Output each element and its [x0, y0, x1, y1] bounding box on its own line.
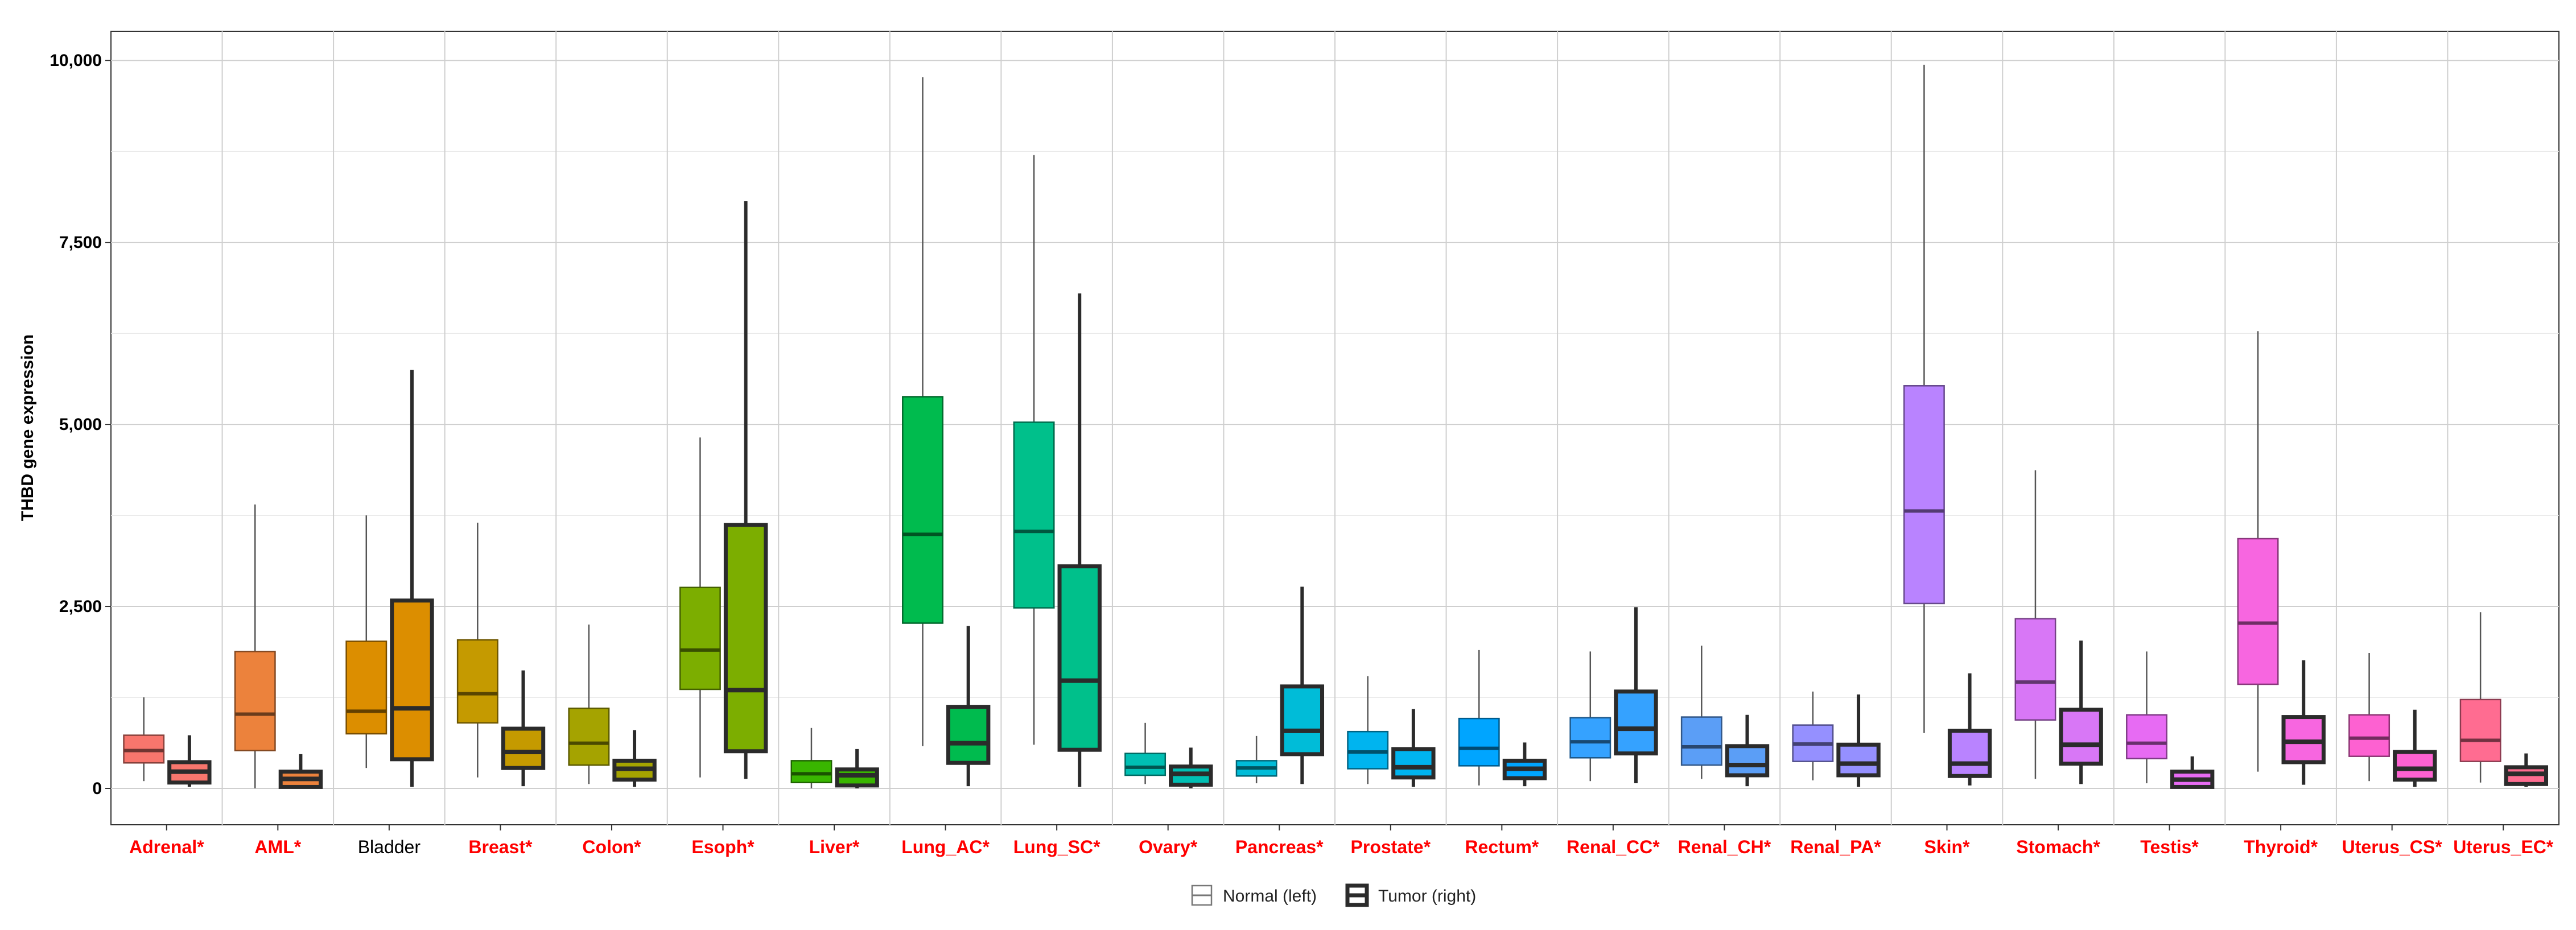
iqr-box	[1680, 716, 1722, 766]
x-tick-label: Liver*	[809, 837, 860, 857]
x-tick-label: Prostate*	[1351, 837, 1431, 857]
category-group	[345, 370, 434, 787]
legend-label-tumor: Tumor (right)	[1378, 887, 1476, 906]
category-group	[2014, 470, 2103, 784]
iqr-box	[1391, 747, 1436, 780]
legend: Normal (left) Tumor (right)	[1191, 883, 1476, 907]
x-tick-label: Renal_CC*	[1567, 837, 1660, 857]
x-tick-label: Skin*	[1924, 837, 1970, 857]
iqr-box	[234, 651, 276, 751]
iqr-box	[679, 586, 721, 691]
iqr-box	[2459, 698, 2501, 762]
x-tick-label: Bladder	[358, 837, 421, 857]
x-tick-label: Testis*	[2140, 837, 2199, 857]
iqr-box	[902, 396, 943, 624]
iqr-box	[1280, 684, 1325, 757]
x-tick-label: Adrenal*	[129, 837, 204, 857]
iqr-box	[1836, 742, 1881, 778]
iqr-box	[1903, 385, 1945, 605]
category-group	[2459, 612, 2549, 787]
y-axis: 0 2,500 5,000 7,500 10,000	[50, 51, 111, 798]
category-group	[456, 522, 546, 787]
x-tick-label: Breast*	[468, 837, 533, 857]
category-group	[2126, 651, 2215, 789]
category-group	[1792, 691, 1881, 787]
iqr-box	[568, 707, 610, 766]
x-tick-label: Pancreas*	[1235, 837, 1324, 857]
iqr-box	[946, 705, 991, 765]
category-group	[2237, 331, 2326, 785]
iqr-box	[1013, 421, 1055, 609]
category-group	[2348, 652, 2437, 787]
x-tick-label: Rectum*	[1465, 837, 1539, 857]
iqr-box	[1458, 717, 1500, 767]
category-group	[1013, 155, 1102, 787]
iqr-box	[345, 640, 388, 735]
iqr-box	[2126, 714, 2167, 759]
category-group	[123, 697, 212, 787]
iqr-box	[2014, 618, 2056, 721]
iqr-box	[1057, 564, 1102, 752]
category-group	[1235, 586, 1325, 784]
category-group	[1903, 64, 1992, 786]
category-group	[1347, 676, 1436, 787]
category-group	[568, 625, 657, 787]
iqr-box	[1569, 717, 1611, 759]
y-tick-label: 0	[92, 779, 102, 798]
iqr-box	[2393, 750, 2437, 782]
category-group	[1458, 650, 1547, 787]
category-group	[1124, 722, 1213, 789]
category-group	[1569, 607, 1658, 784]
iqr-box	[723, 523, 768, 754]
y-tick-label: 2,500	[59, 597, 102, 616]
x-tick-label: Renal_CH*	[1678, 837, 1771, 857]
legend-key-normal	[1191, 884, 1213, 906]
category-group	[1680, 646, 1770, 787]
iqr-box	[501, 726, 546, 770]
iqr-box	[2348, 714, 2390, 757]
iqr-box	[790, 760, 832, 784]
iqr-box	[1124, 753, 1167, 776]
y-tick-label: 5,000	[59, 415, 102, 434]
box-series	[123, 64, 2549, 789]
category-group	[790, 728, 879, 789]
iqr-box	[456, 639, 498, 724]
legend-key-tumor	[1345, 883, 1369, 907]
grid-lines	[111, 31, 2559, 825]
x-tick-label: Uterus_CS*	[2342, 837, 2443, 857]
iqr-box	[390, 598, 434, 762]
iqr-box	[2059, 708, 2103, 766]
iqr-box	[1614, 689, 1658, 756]
iqr-box	[1725, 744, 1770, 778]
iqr-box	[2237, 538, 2279, 685]
category-group	[679, 201, 768, 779]
x-axis-tick-labels: Adrenal* AML* Bladder Breast* Colon* Esoph* Li…	[129, 825, 2554, 857]
y-tick-label: 10,000	[50, 51, 102, 70]
x-tick-label: Uterus_EC*	[2453, 837, 2554, 857]
x-tick-label: Lung_SC*	[1013, 837, 1101, 857]
category-group	[234, 504, 323, 789]
x-tick-label: Thyroid*	[2244, 837, 2318, 857]
x-tick-label: Renal_PA*	[1790, 837, 1881, 857]
y-axis-title: THBD gene expression	[18, 334, 37, 521]
x-tick-label: Lung_AC*	[901, 837, 990, 857]
x-tick-label: Stomach*	[2016, 837, 2100, 857]
legend-label-normal: Normal (left)	[1223, 887, 1317, 906]
category-group	[902, 77, 991, 787]
x-tick-label: AML*	[254, 837, 301, 857]
x-tick-label: Ovary*	[1139, 837, 1198, 857]
x-tick-label: Colon*	[582, 837, 641, 857]
y-tick-label: 7,500	[59, 233, 102, 252]
x-tick-label: Esoph*	[691, 837, 755, 857]
iqr-box	[1347, 730, 1389, 770]
iqr-box	[1947, 729, 1992, 778]
